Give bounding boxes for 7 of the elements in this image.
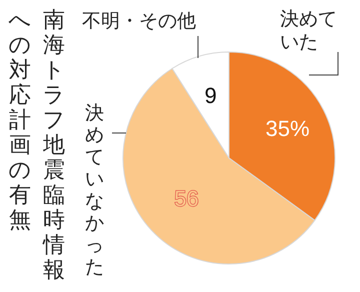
- data-label: 35%: [266, 116, 310, 142]
- data-label: 56: [174, 186, 199, 211]
- data-label: 9: [204, 82, 217, 108]
- title: 南海トラフ地震臨時情報への対応計画の有無: [8, 8, 66, 284]
- slice-label: 不明・その他: [82, 10, 197, 32]
- slice-label: 決めていた: [280, 8, 338, 54]
- slice-label: 決めていなかった: [84, 102, 105, 278]
